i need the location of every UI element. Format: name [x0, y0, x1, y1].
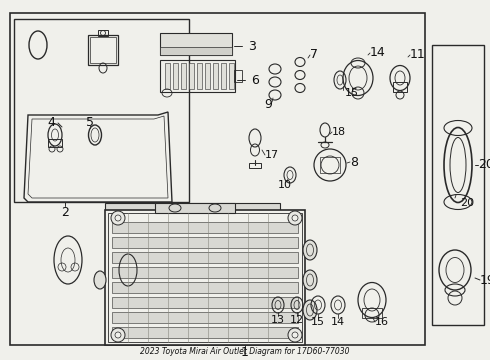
- Bar: [90, 37, 116, 63]
- Bar: [160, 33, 232, 55]
- Circle shape: [115, 215, 121, 221]
- Text: 5: 5: [86, 117, 94, 130]
- Bar: [48, 139, 62, 147]
- Bar: [112, 282, 298, 293]
- Bar: [181, 63, 186, 89]
- Text: 15: 15: [311, 317, 325, 327]
- Bar: [393, 82, 407, 92]
- Text: 19: 19: [480, 274, 490, 287]
- Ellipse shape: [303, 270, 317, 290]
- Bar: [320, 157, 340, 173]
- Bar: [197, 63, 202, 89]
- Bar: [173, 63, 178, 89]
- Text: 8: 8: [350, 156, 358, 168]
- Bar: [160, 47, 232, 55]
- Circle shape: [111, 328, 125, 342]
- Bar: [112, 237, 298, 248]
- Bar: [205, 63, 210, 89]
- Bar: [213, 63, 218, 89]
- Text: 9: 9: [264, 99, 272, 112]
- Text: 20: 20: [478, 158, 490, 171]
- Text: 2023 Toyota Mirai Air Outlet Diagram for 17D60-77030: 2023 Toyota Mirai Air Outlet Diagram for…: [140, 347, 350, 356]
- Text: 11: 11: [410, 49, 426, 62]
- Ellipse shape: [303, 240, 317, 260]
- Text: 10: 10: [278, 180, 292, 190]
- Bar: [432, 45, 484, 325]
- Bar: [234, 70, 242, 82]
- Bar: [112, 312, 298, 323]
- Bar: [112, 327, 298, 338]
- Circle shape: [111, 211, 125, 225]
- Bar: [112, 222, 298, 233]
- Bar: [112, 252, 298, 263]
- Text: 14: 14: [331, 317, 345, 327]
- Ellipse shape: [303, 300, 317, 320]
- Text: 13: 13: [271, 315, 285, 325]
- Text: 12: 12: [290, 315, 304, 325]
- Ellipse shape: [94, 271, 106, 289]
- Bar: [362, 308, 382, 318]
- Text: 2: 2: [61, 206, 69, 219]
- Bar: [105, 210, 305, 345]
- Bar: [221, 63, 226, 89]
- Bar: [98, 30, 108, 36]
- Bar: [189, 63, 194, 89]
- Text: 16: 16: [375, 317, 389, 327]
- Circle shape: [115, 332, 121, 338]
- Bar: [249, 163, 261, 168]
- Circle shape: [292, 215, 298, 221]
- Text: 4: 4: [47, 116, 55, 129]
- Bar: [14, 19, 189, 202]
- Bar: [88, 35, 118, 65]
- Circle shape: [292, 332, 298, 338]
- Text: 18: 18: [332, 127, 346, 137]
- Text: 6: 6: [251, 73, 259, 86]
- Text: 20: 20: [460, 198, 474, 208]
- Bar: [108, 213, 302, 342]
- Circle shape: [288, 328, 302, 342]
- Text: 1: 1: [241, 346, 249, 359]
- Bar: [229, 63, 234, 89]
- Bar: [155, 203, 235, 213]
- Bar: [10, 13, 425, 345]
- Circle shape: [288, 211, 302, 225]
- Text: 7: 7: [310, 49, 318, 62]
- Bar: [112, 267, 298, 278]
- Bar: [105, 203, 280, 212]
- Text: 17: 17: [265, 150, 279, 160]
- Bar: [165, 63, 170, 89]
- Text: 15: 15: [345, 88, 359, 98]
- Text: 3: 3: [248, 40, 256, 53]
- Text: 14: 14: [370, 46, 386, 59]
- Bar: [112, 297, 298, 308]
- Bar: [160, 60, 235, 92]
